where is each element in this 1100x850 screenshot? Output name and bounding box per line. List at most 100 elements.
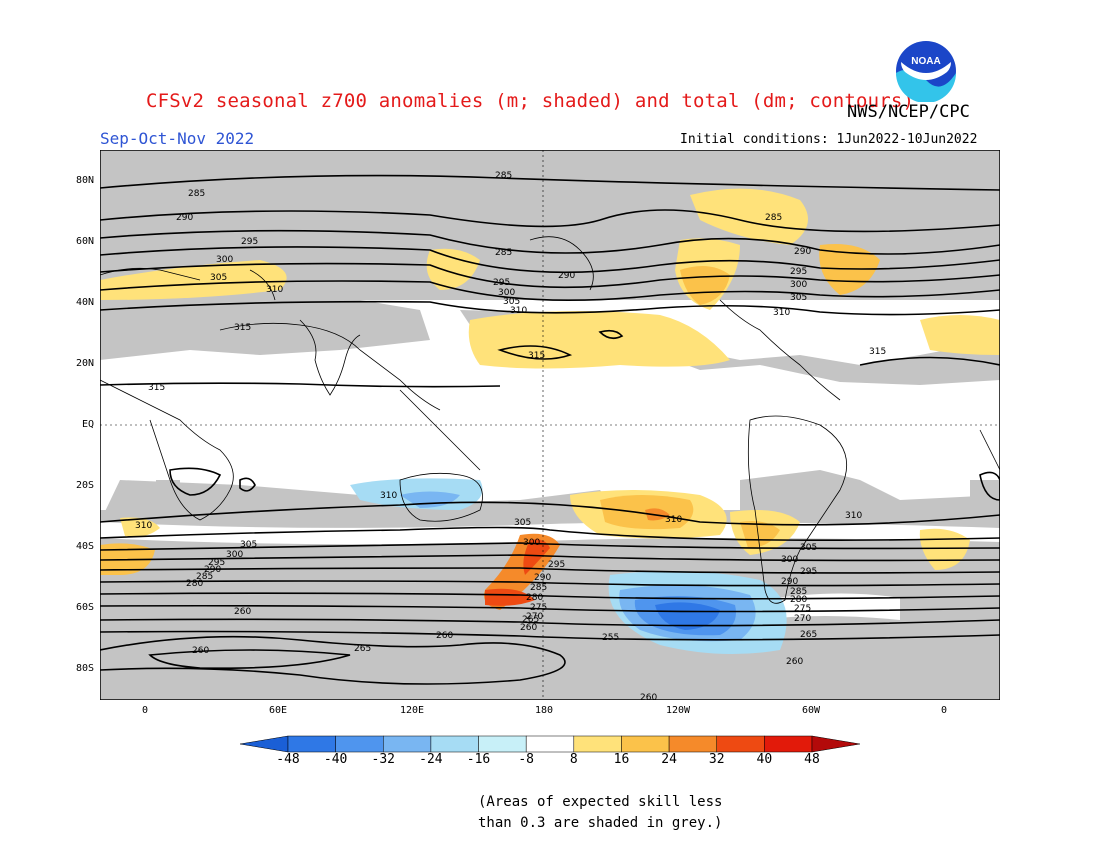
svg-text:265: 265 xyxy=(800,630,817,640)
lat-label-40s: 40S xyxy=(75,541,94,552)
svg-text:315: 315 xyxy=(148,383,165,393)
lat-label-80s: 80S xyxy=(75,663,94,674)
svg-text:300: 300 xyxy=(216,255,233,265)
svg-text:310: 310 xyxy=(380,491,397,501)
agency-label: NWS/NCEP/CPC xyxy=(847,102,970,122)
season-label: Sep-Oct-Nov 2022 xyxy=(100,129,255,148)
svg-text:285: 285 xyxy=(765,213,782,223)
skill-note-line2: than 0.3 are shaded in grey.) xyxy=(478,815,723,831)
colorbar-tick-label: -8 xyxy=(518,752,534,767)
svg-text:310: 310 xyxy=(845,511,862,521)
colorbar-cell-high-extreme xyxy=(811,735,860,753)
svg-text:260: 260 xyxy=(786,657,803,667)
colorbar-tick-label: 16 xyxy=(613,752,630,767)
svg-text:295: 295 xyxy=(493,278,510,288)
colorbar-cell xyxy=(716,735,765,753)
chart-title: CFSv2 seasonal z700 anomalies (m; shaded… xyxy=(146,90,915,112)
svg-text:295: 295 xyxy=(548,560,565,570)
svg-text:315: 315 xyxy=(528,351,545,361)
colorbar-cell xyxy=(383,735,432,753)
colorbar xyxy=(240,735,860,753)
colorbar-tick-label: -16 xyxy=(466,752,491,767)
svg-text:305: 305 xyxy=(790,293,807,303)
svg-text:300: 300 xyxy=(226,550,243,560)
svg-text:290: 290 xyxy=(204,565,221,575)
svg-text:280: 280 xyxy=(186,579,203,589)
svg-text:310: 310 xyxy=(266,285,283,295)
colorbar-cell xyxy=(668,735,717,753)
colorbar-tick-label: -24 xyxy=(419,752,443,767)
svg-text:285: 285 xyxy=(530,583,547,593)
svg-text:260: 260 xyxy=(640,693,657,700)
noaa-logo: NOAA xyxy=(896,41,956,102)
svg-text:315: 315 xyxy=(869,347,886,357)
lon-label-180: 180 xyxy=(534,705,554,716)
colorbar-cell xyxy=(525,735,575,753)
colorbar-cell-low-extreme xyxy=(240,735,289,753)
colorbar-tick-label: -40 xyxy=(323,752,348,767)
svg-text:285: 285 xyxy=(495,248,512,258)
svg-text:285: 285 xyxy=(495,171,512,181)
svg-text:300: 300 xyxy=(498,288,515,298)
colorbar-cell xyxy=(621,735,670,753)
lon-label-120w: 120W xyxy=(665,705,691,716)
colorbar-cell xyxy=(335,735,384,753)
svg-text:285: 285 xyxy=(790,587,807,597)
svg-text:295: 295 xyxy=(208,558,225,568)
svg-text:295: 295 xyxy=(800,567,817,577)
svg-text:305: 305 xyxy=(240,540,257,550)
svg-text:285: 285 xyxy=(188,189,205,199)
svg-text:310: 310 xyxy=(773,308,790,318)
colorbar-cell xyxy=(430,735,479,753)
lon-label-0-east: 0 xyxy=(940,705,948,716)
lon-label-60w: 60W xyxy=(801,705,821,716)
svg-text:285: 285 xyxy=(196,572,213,582)
svg-text:NOAA: NOAA xyxy=(911,56,940,67)
skill-note-line1: (Areas of expected skill less xyxy=(478,794,723,810)
svg-text:305: 305 xyxy=(503,297,520,307)
svg-text:290: 290 xyxy=(794,247,811,257)
lat-label-40n: 40N xyxy=(75,297,94,308)
colorbar-tick-label: 40 xyxy=(756,752,773,767)
svg-text:300: 300 xyxy=(523,538,540,548)
colorbar-tick-label: 8 xyxy=(569,752,578,767)
colorbar-cell xyxy=(764,735,813,753)
svg-text:265: 265 xyxy=(522,615,539,625)
colorbar-tick-label: -32 xyxy=(371,752,395,767)
svg-text:300: 300 xyxy=(790,280,807,290)
svg-text:290: 290 xyxy=(176,213,193,223)
svg-text:260: 260 xyxy=(234,607,251,617)
svg-text:265: 265 xyxy=(354,644,371,654)
lat-label-20s: 20S xyxy=(75,480,94,491)
contour-value-labels: 285 285 285 290 290 295 295 300 300 305 … xyxy=(135,171,886,700)
svg-text:290: 290 xyxy=(558,271,575,281)
svg-text:290: 290 xyxy=(534,573,551,583)
colorbar-cell xyxy=(573,735,622,753)
svg-text:305: 305 xyxy=(514,518,531,528)
colorbar-cell xyxy=(287,735,336,753)
svg-text:260: 260 xyxy=(520,623,537,633)
svg-text:260: 260 xyxy=(436,631,453,641)
svg-text:310: 310 xyxy=(510,306,527,316)
initial-conditions-label: Initial conditions: 1Jun2022-10Jun2022 xyxy=(680,132,978,147)
geopotential-contours xyxy=(100,174,1000,685)
lat-label-eq: EQ xyxy=(81,419,94,430)
lat-label-20n: 20N xyxy=(75,358,94,369)
svg-text:275: 275 xyxy=(794,604,811,614)
colorbar-cell xyxy=(478,735,527,753)
svg-text:275: 275 xyxy=(530,603,547,613)
svg-text:280: 280 xyxy=(526,593,543,603)
svg-text:280: 280 xyxy=(790,595,807,605)
graticule xyxy=(100,150,1000,700)
lon-label-120e: 120E xyxy=(399,705,425,716)
anomaly-map: 285 285 285 290 290 295 295 300 300 305 … xyxy=(100,150,1000,700)
lat-label-60s: 60S xyxy=(75,602,94,613)
colorbar-tick-label: 24 xyxy=(661,752,677,767)
lat-label-60n: 60N xyxy=(75,236,94,247)
svg-text:295: 295 xyxy=(241,237,258,247)
svg-text:300: 300 xyxy=(781,555,798,565)
colorbar-tick-label: 32 xyxy=(708,752,725,767)
svg-text:305: 305 xyxy=(210,273,227,283)
svg-text:290: 290 xyxy=(781,577,798,587)
svg-text:260: 260 xyxy=(192,646,209,656)
